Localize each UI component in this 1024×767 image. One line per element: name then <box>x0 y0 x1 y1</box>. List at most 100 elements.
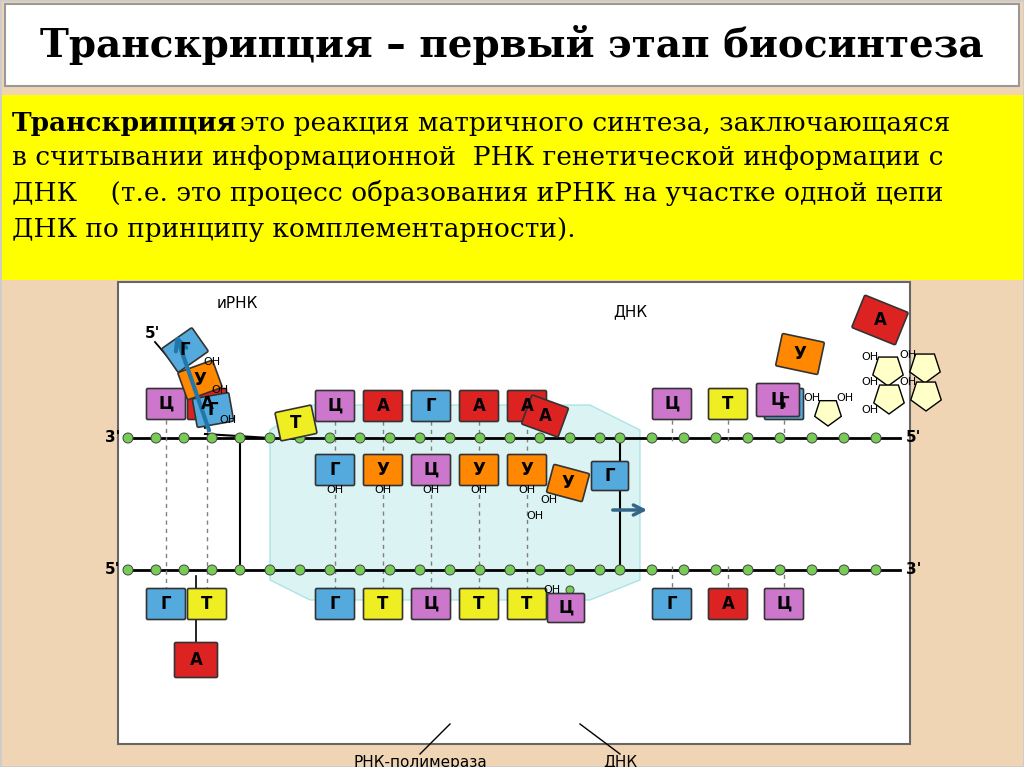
FancyBboxPatch shape <box>460 390 499 422</box>
Circle shape <box>445 565 455 575</box>
Text: Г: Г <box>605 467 615 485</box>
Text: Г: Г <box>208 401 218 419</box>
Circle shape <box>234 433 245 443</box>
Circle shape <box>265 565 275 575</box>
FancyBboxPatch shape <box>522 395 568 437</box>
FancyBboxPatch shape <box>652 588 691 620</box>
FancyBboxPatch shape <box>146 588 185 620</box>
Text: У: У <box>377 461 389 479</box>
Circle shape <box>839 565 849 575</box>
FancyBboxPatch shape <box>162 328 208 372</box>
Text: Транскрипция: Транскрипция <box>12 110 238 136</box>
FancyBboxPatch shape <box>412 390 451 422</box>
Circle shape <box>505 565 515 575</box>
FancyBboxPatch shape <box>508 588 547 620</box>
FancyBboxPatch shape <box>852 295 908 344</box>
Circle shape <box>565 565 575 575</box>
FancyBboxPatch shape <box>315 588 354 620</box>
Text: У: У <box>561 474 574 492</box>
Circle shape <box>615 433 625 443</box>
Text: А: А <box>520 397 534 415</box>
FancyBboxPatch shape <box>548 594 585 623</box>
FancyBboxPatch shape <box>460 588 499 620</box>
Polygon shape <box>910 382 941 411</box>
Text: Ц: Ц <box>776 595 792 613</box>
Circle shape <box>123 565 133 575</box>
Circle shape <box>179 433 189 443</box>
Circle shape <box>179 565 189 575</box>
Polygon shape <box>909 354 940 383</box>
Circle shape <box>711 565 721 575</box>
Circle shape <box>535 433 545 443</box>
Text: Г: Г <box>426 397 436 415</box>
Circle shape <box>647 565 657 575</box>
Circle shape <box>807 433 817 443</box>
Text: ДНК: ДНК <box>613 304 647 320</box>
Circle shape <box>295 565 305 575</box>
Circle shape <box>565 433 575 443</box>
Circle shape <box>151 565 161 575</box>
Text: Т: Т <box>291 414 302 432</box>
Circle shape <box>123 433 133 443</box>
FancyBboxPatch shape <box>709 389 748 420</box>
FancyBboxPatch shape <box>364 588 402 620</box>
FancyBboxPatch shape <box>508 455 547 486</box>
Circle shape <box>295 433 305 443</box>
Circle shape <box>415 433 425 443</box>
Text: Т: Т <box>377 595 389 613</box>
Circle shape <box>595 433 605 443</box>
Circle shape <box>475 433 485 443</box>
FancyBboxPatch shape <box>765 588 804 620</box>
Text: У: У <box>194 371 207 389</box>
Text: 5': 5' <box>144 327 160 341</box>
Bar <box>5 4 1019 86</box>
Text: Т: Т <box>521 595 532 613</box>
Circle shape <box>207 433 217 443</box>
FancyBboxPatch shape <box>187 588 226 620</box>
Text: У: У <box>794 345 807 363</box>
Text: OH: OH <box>544 585 560 595</box>
FancyBboxPatch shape <box>592 462 629 491</box>
Text: Ц: Ц <box>423 461 438 479</box>
Text: Г: Г <box>667 595 677 613</box>
FancyBboxPatch shape <box>652 389 691 420</box>
Text: А: А <box>377 397 389 415</box>
Circle shape <box>647 433 657 443</box>
Text: OH: OH <box>211 385 228 395</box>
Text: А: А <box>539 407 552 425</box>
Circle shape <box>775 433 785 443</box>
Text: Ц: Ц <box>770 391 785 409</box>
Circle shape <box>207 565 217 575</box>
Circle shape <box>807 565 817 575</box>
Text: Т: Т <box>473 595 484 613</box>
Polygon shape <box>872 357 903 386</box>
Bar <box>118 282 910 744</box>
Text: У: У <box>520 461 534 479</box>
FancyBboxPatch shape <box>364 390 402 422</box>
Circle shape <box>445 433 455 443</box>
Circle shape <box>475 565 485 575</box>
FancyBboxPatch shape <box>709 588 748 620</box>
Text: OH: OH <box>518 485 536 495</box>
Text: 5': 5' <box>906 430 922 446</box>
FancyBboxPatch shape <box>315 390 354 422</box>
FancyBboxPatch shape <box>412 455 451 486</box>
Text: Ц: Ц <box>558 599 573 617</box>
Circle shape <box>234 565 245 575</box>
Bar <box>0 95 1024 280</box>
Text: А: А <box>189 651 203 669</box>
Circle shape <box>265 433 275 443</box>
Text: 5': 5' <box>104 562 120 578</box>
Text: А: А <box>472 397 485 415</box>
Text: OH: OH <box>219 415 237 425</box>
FancyBboxPatch shape <box>508 390 547 422</box>
FancyBboxPatch shape <box>757 384 800 416</box>
FancyBboxPatch shape <box>275 405 316 441</box>
Text: Ц: Ц <box>159 395 174 413</box>
Circle shape <box>535 565 545 575</box>
Text: Г: Г <box>778 395 790 413</box>
Text: 3': 3' <box>906 562 922 578</box>
Text: OH: OH <box>375 485 391 495</box>
Text: Т: Т <box>722 395 733 413</box>
Text: Транскрипция – первый этап биосинтеза: Транскрипция – первый этап биосинтеза <box>40 25 984 65</box>
